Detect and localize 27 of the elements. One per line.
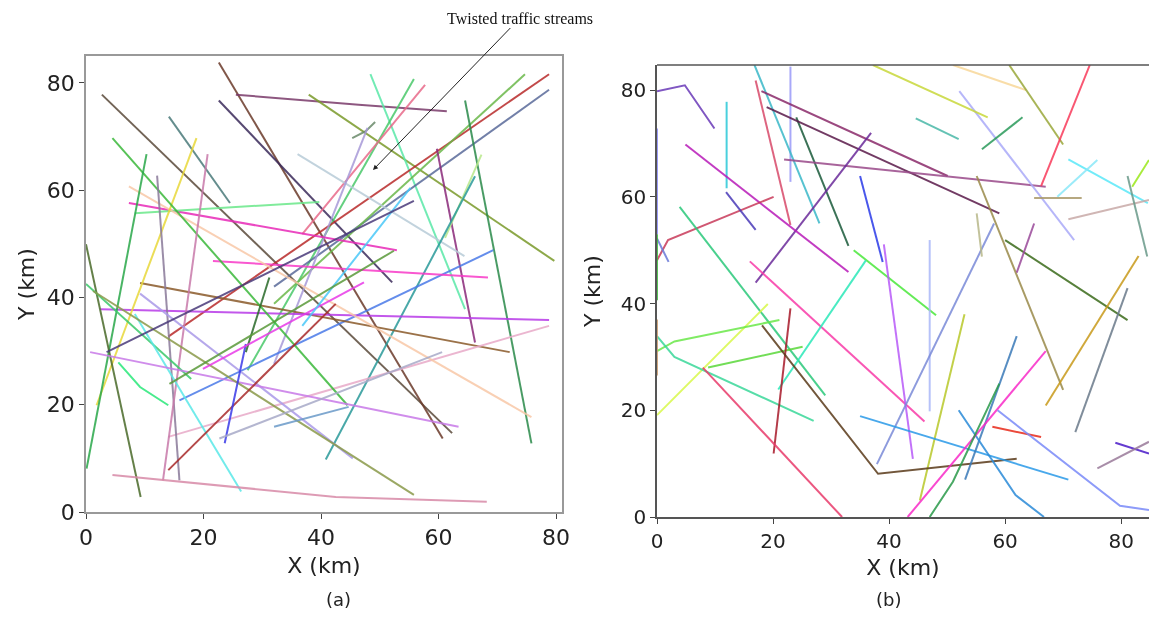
y-tick-label: 40 [620,291,647,316]
y-axis-title: Y (km) [14,248,40,321]
y-tick-label: 0 [60,499,75,525]
y-tick-label: 80 [620,78,647,103]
x-tick-label: 20 [760,528,786,553]
y-tick-label: 20 [620,398,647,423]
y-tick-label: 80 [46,70,75,96]
y-tick-label: 60 [46,177,75,203]
y-tick-label: 0 [633,505,647,529]
x-tick-label: 0 [650,528,664,553]
x-tick-label: 60 [424,525,453,551]
y-tick-label: 60 [620,184,647,209]
x-tick-label: 80 [1108,528,1134,553]
x-tick-label: 40 [876,528,902,553]
text: (b) [876,589,902,610]
x-tick-label: 60 [992,528,1018,553]
x-tick-label: 40 [307,525,336,551]
text: Twisted traffic streams [447,10,594,27]
text: (a) [326,589,352,610]
x-axis-title: X (km) [287,552,361,578]
y-tick-label: 40 [46,285,75,311]
x-tick-label: 80 [542,525,571,551]
y-tick-label: 20 [46,392,75,418]
x-tick-label: 0 [79,525,93,551]
y-axis-title: Y (km) [580,255,606,328]
x-axis-title: X (km) [866,555,940,581]
x-tick-label: 20 [189,525,218,551]
